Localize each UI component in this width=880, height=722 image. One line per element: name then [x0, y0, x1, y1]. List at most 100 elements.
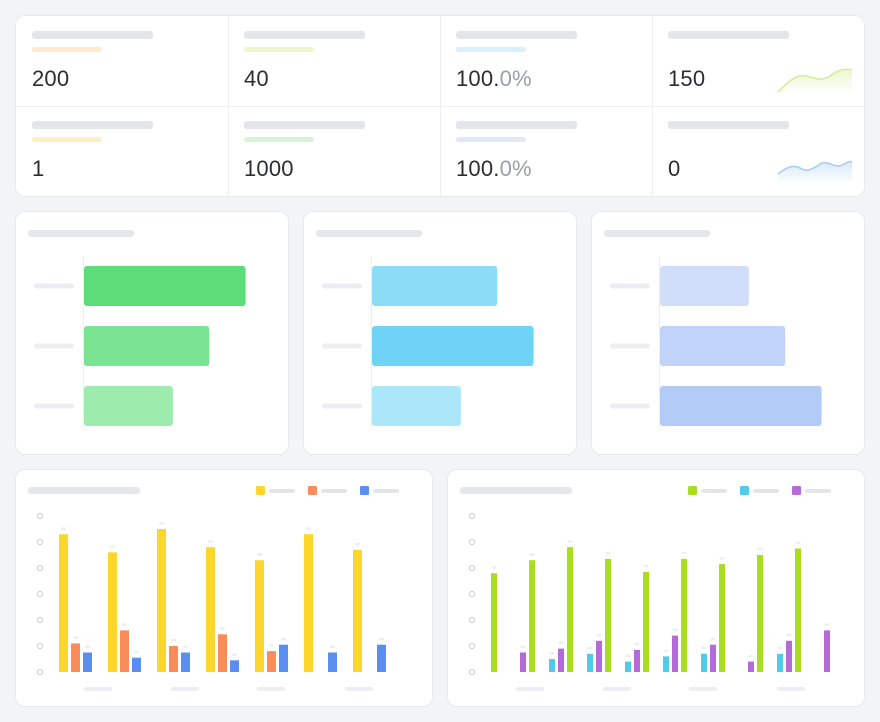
col-divider	[440, 16, 441, 196]
category-label-placeholder	[34, 403, 74, 409]
legend-swatch	[740, 486, 749, 495]
bar	[596, 640, 602, 672]
y-tick	[468, 512, 476, 520]
bar	[328, 652, 337, 672]
legend-label-placeholder	[269, 489, 295, 493]
stat-value: 40	[244, 66, 269, 91]
bar	[663, 656, 669, 672]
x-tick-label-placeholder	[689, 687, 717, 691]
stat-value: 200	[32, 66, 70, 91]
bar	[643, 571, 649, 672]
stat-cell: 1000	[228, 106, 440, 196]
bar	[757, 555, 763, 672]
stat-value: 100.0%	[456, 66, 532, 91]
bar-value-placeholder	[134, 650, 139, 654]
bar-value-placeholder	[663, 649, 669, 652]
bar	[83, 652, 92, 672]
bar	[279, 644, 288, 672]
x-tick-label-placeholder	[345, 687, 373, 691]
bar	[255, 560, 264, 672]
bar	[549, 659, 555, 672]
bar-value-placeholder	[529, 553, 535, 556]
stat-title-placeholder	[244, 31, 365, 39]
bar	[786, 640, 792, 672]
y-tick	[468, 616, 476, 624]
y-tick	[36, 590, 44, 598]
bar-value-placeholder	[567, 540, 573, 543]
x-tick-label-placeholder	[171, 687, 199, 691]
legend-label-placeholder	[753, 489, 779, 493]
bar	[377, 644, 386, 672]
grouped-card-right	[447, 469, 865, 707]
category-label-placeholder	[610, 283, 650, 289]
stat-title-placeholder	[244, 121, 365, 129]
bar	[132, 657, 141, 672]
y-tick	[468, 564, 476, 572]
bar	[267, 651, 276, 672]
stat-value: 150	[668, 66, 706, 91]
col-divider	[652, 16, 653, 196]
bar	[157, 529, 166, 672]
card-title-placeholder	[28, 487, 140, 494]
bar-value-placeholder	[757, 548, 763, 551]
category-label-placeholder	[610, 403, 650, 409]
category-label-placeholder	[610, 343, 650, 349]
bar	[710, 644, 716, 672]
bar	[625, 661, 631, 672]
bar	[372, 326, 534, 366]
bar	[719, 564, 725, 672]
stat-title-placeholder	[456, 121, 577, 129]
bar	[567, 547, 573, 672]
bar-value-placeholder	[491, 566, 497, 569]
stat-value: 100.0%	[456, 156, 532, 181]
stat-cell: 100.0%	[440, 106, 652, 196]
stat-accent-line	[456, 47, 526, 52]
bar	[777, 653, 783, 672]
bar	[181, 652, 190, 672]
sparkline-area	[778, 69, 852, 94]
bar-value-placeholder	[257, 553, 262, 556]
stat-value: 1	[32, 156, 45, 181]
y-tick	[468, 642, 476, 650]
bar-value-placeholder	[701, 646, 707, 650]
bar	[672, 635, 678, 672]
grouped-card-left	[15, 469, 433, 707]
bar	[59, 534, 68, 672]
bar-value-placeholder	[634, 642, 640, 646]
bar-value-placeholder	[122, 623, 127, 626]
bar	[660, 386, 822, 426]
bar	[230, 660, 239, 672]
bar	[558, 648, 564, 672]
stat-accent-line	[456, 137, 526, 142]
stat-title-placeholder	[32, 121, 153, 129]
bar	[120, 630, 129, 672]
y-tick	[36, 642, 44, 650]
bar-value-placeholder	[596, 633, 602, 637]
stats-card: 200 40 100.0% 150 1 1000 100.0% 0	[15, 15, 865, 197]
bar-value-placeholder	[625, 654, 631, 658]
y-tick	[36, 538, 44, 546]
bar	[660, 266, 749, 306]
category-label-placeholder	[34, 343, 74, 349]
stat-value: 0	[668, 156, 681, 181]
bar	[84, 386, 173, 426]
y-tick	[36, 668, 44, 676]
hbar-chart	[610, 256, 822, 428]
stat-accent-line	[244, 47, 314, 52]
stat-value: 1000	[244, 156, 294, 181]
bar	[84, 266, 246, 306]
col-divider	[228, 16, 229, 196]
legend-label-placeholder	[321, 489, 347, 493]
bar-value-placeholder	[330, 645, 335, 648]
bar-value-placeholder	[558, 641, 564, 645]
x-tick-label-placeholder	[257, 687, 285, 691]
bar-value-placeholder	[795, 541, 801, 544]
stat-cell: 200	[16, 16, 228, 106]
bar-value-placeholder	[710, 637, 716, 641]
legend-label-placeholder	[805, 489, 831, 493]
sparkline	[777, 160, 853, 184]
stat-title-placeholder	[668, 121, 789, 129]
legend-swatch	[256, 486, 265, 495]
stat-accent-line	[244, 137, 314, 142]
bar-value-placeholder	[232, 653, 237, 656]
